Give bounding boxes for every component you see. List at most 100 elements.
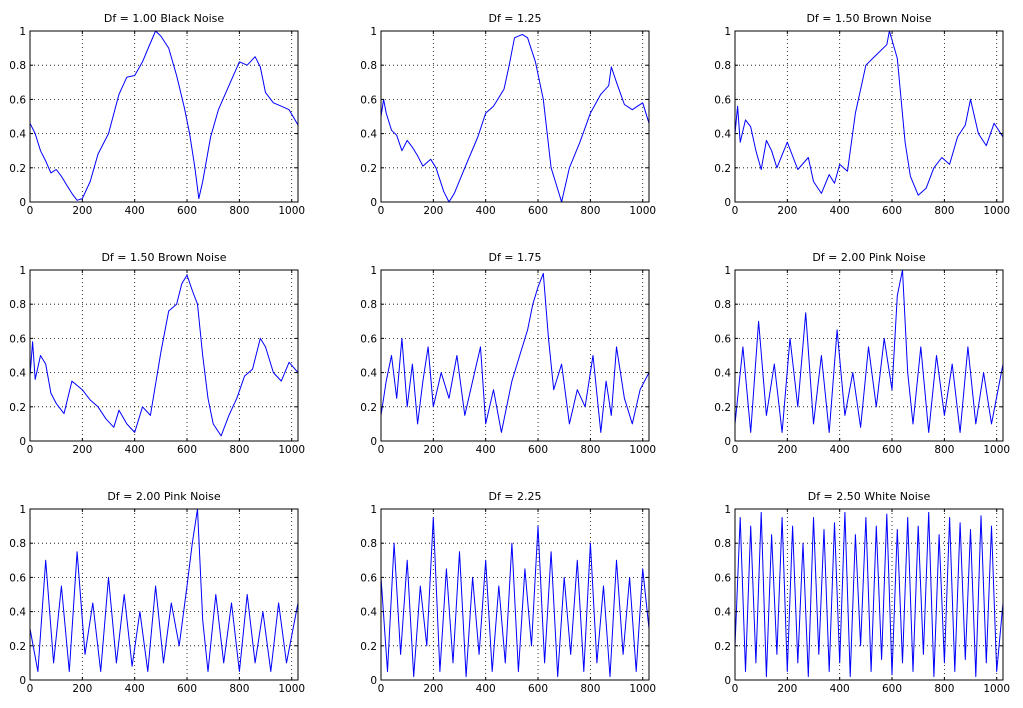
x-tick-label: 800 xyxy=(934,205,954,217)
y-tick-label: 0.6 xyxy=(714,333,731,345)
y-tick-label: 0.4 xyxy=(9,129,26,141)
y-tick-label: 0.8 xyxy=(360,538,377,550)
x-tick-label: 0 xyxy=(732,205,739,217)
y-tick-label: 0 xyxy=(724,436,731,448)
x-tick-label: 400 xyxy=(476,205,496,217)
plot-area xyxy=(735,31,1003,202)
x-tick-label: 800 xyxy=(229,444,249,456)
x-tick-label: 400 xyxy=(125,205,145,217)
y-tick-label: 0 xyxy=(370,436,377,448)
y-tick-label: 0.8 xyxy=(714,538,731,550)
y-tick-label: 0.8 xyxy=(714,60,731,72)
y-tick-label: 0.4 xyxy=(360,607,377,619)
y-tick-label: 0.2 xyxy=(714,641,731,653)
axes-frame xyxy=(734,269,1004,442)
y-tick-label: 0.4 xyxy=(714,129,731,141)
plot-area xyxy=(30,31,298,202)
y-tick-label: 0.8 xyxy=(9,60,26,72)
subplot-title: Df = 1.75 xyxy=(488,251,541,264)
y-tick-label: 0.6 xyxy=(9,94,26,106)
x-tick-label: 600 xyxy=(882,205,902,217)
x-tick-label: 0 xyxy=(378,205,385,217)
x-tick-label: 1000 xyxy=(629,444,656,456)
x-tick-label: 800 xyxy=(229,683,249,695)
x-tick-label: 800 xyxy=(229,205,249,217)
x-tick-label: 200 xyxy=(72,205,92,217)
x-tick-label: 400 xyxy=(830,683,850,695)
y-tick-label: 1 xyxy=(19,26,26,38)
y-tick-label: 0.8 xyxy=(714,299,731,311)
y-tick-label: 0.6 xyxy=(9,333,26,345)
y-tick-label: 0 xyxy=(19,197,26,209)
axes-frame xyxy=(380,30,650,203)
y-tick-label: 0.4 xyxy=(714,607,731,619)
y-tick-label: 1 xyxy=(724,26,731,38)
x-tick-label: 200 xyxy=(72,444,92,456)
x-tick-label: 0 xyxy=(378,683,385,695)
subplot-1: 0 200 400 600 800 1000 0 0.2 0.4 0.6 0.8 1 Df = 1.00… xyxy=(9,12,305,217)
x-tick-label: 600 xyxy=(882,444,902,456)
axes-frame xyxy=(380,508,650,681)
plot-area xyxy=(381,270,649,441)
x-tick-label: 1000 xyxy=(278,444,305,456)
x-tick-label: 0 xyxy=(27,205,34,217)
y-tick-label: 0.4 xyxy=(9,368,26,380)
y-tick-label: 0.2 xyxy=(714,402,731,414)
y-tick-label: 0.6 xyxy=(9,572,26,584)
x-tick-label: 600 xyxy=(177,683,197,695)
y-tick-label: 0.4 xyxy=(360,129,377,141)
x-tick-label: 1000 xyxy=(278,205,305,217)
y-tick-label: 0.2 xyxy=(714,163,731,175)
y-tick-label: 0.8 xyxy=(360,299,377,311)
x-tick-label: 200 xyxy=(423,683,443,695)
series-line-1 xyxy=(734,269,1004,433)
x-tick-label: 400 xyxy=(476,683,496,695)
y-tick-label: 0.4 xyxy=(9,607,26,619)
x-tick-label: 0 xyxy=(27,683,34,695)
x-tick-label: 0 xyxy=(378,444,385,456)
series-line-1 xyxy=(380,517,650,678)
subplot-3: 0 200 400 600 800 1000 0 0.2 0.4 0.6 0.8 1 Df = 1.50… xyxy=(714,12,1010,217)
y-tick-label: 0 xyxy=(724,197,731,209)
y-tick-label: 1 xyxy=(724,265,731,277)
x-tick-label: 0 xyxy=(732,683,739,695)
y-tick-label: 0.8 xyxy=(360,60,377,72)
y-tick-label: 1 xyxy=(19,504,26,516)
y-tick-label: 1 xyxy=(724,504,731,516)
series-line-1 xyxy=(380,272,650,433)
x-tick-label: 600 xyxy=(177,205,197,217)
x-tick-label: 1000 xyxy=(983,444,1010,456)
y-tick-label: 0.8 xyxy=(9,538,26,550)
x-tick-label: 1000 xyxy=(983,205,1010,217)
series-line-1 xyxy=(29,274,299,437)
subplot-7: 0 200 400 600 800 1000 0 0.2 0.4 0.6 0.8 1 Df = 2.00… xyxy=(9,490,305,695)
y-tick-label: 1 xyxy=(370,265,377,277)
x-tick-label: 200 xyxy=(777,683,797,695)
subplot-4: 0 200 400 600 800 1000 0 0.2 0.4 0.6 0.8 1 Df = 1.50… xyxy=(9,251,305,456)
x-tick-label: 800 xyxy=(580,205,600,217)
subplot-title: Df = 1.50 Brown Noise xyxy=(101,251,226,264)
y-tick-label: 0.2 xyxy=(360,402,377,414)
series-line-1 xyxy=(734,30,1004,196)
x-tick-label: 800 xyxy=(934,444,954,456)
y-tick-label: 0.8 xyxy=(9,299,26,311)
x-tick-label: 400 xyxy=(830,205,850,217)
subplot-title: Df = 2.00 Pink Noise xyxy=(107,490,221,503)
subplot-title: Df = 2.50 White Noise xyxy=(808,490,931,503)
axes-frame xyxy=(380,269,650,442)
x-tick-label: 1000 xyxy=(278,683,305,695)
y-tick-label: 0.2 xyxy=(9,641,26,653)
x-tick-label: 1000 xyxy=(983,683,1010,695)
axes-frame xyxy=(734,508,1004,681)
y-tick-label: 0 xyxy=(19,675,26,687)
subplot-title: Df = 1.00 Black Noise xyxy=(104,12,225,25)
y-tick-label: 0 xyxy=(19,436,26,448)
subplot-title: Df = 1.25 xyxy=(488,12,541,25)
axes-frame xyxy=(734,30,1004,203)
y-tick-label: 0.6 xyxy=(714,94,731,106)
x-tick-label: 400 xyxy=(830,444,850,456)
y-tick-label: 0.4 xyxy=(360,368,377,380)
series-line-1 xyxy=(380,33,650,203)
subplot-title: Df = 2.25 xyxy=(488,490,541,503)
